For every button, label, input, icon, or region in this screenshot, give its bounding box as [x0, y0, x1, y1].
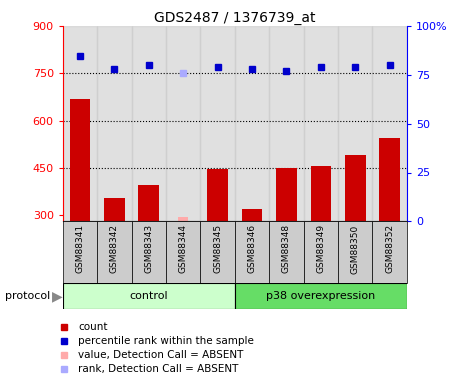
- Bar: [166, 221, 200, 283]
- Bar: [372, 26, 407, 221]
- Bar: [97, 26, 132, 221]
- Bar: [311, 166, 331, 221]
- Text: GSM88349: GSM88349: [316, 224, 326, 273]
- Bar: [276, 168, 297, 221]
- Text: GSM88346: GSM88346: [247, 224, 257, 273]
- Text: value, Detection Call = ABSENT: value, Detection Call = ABSENT: [78, 350, 244, 360]
- Bar: [379, 138, 400, 221]
- Bar: [338, 26, 372, 221]
- Bar: [200, 26, 235, 221]
- Text: GSM88344: GSM88344: [179, 224, 188, 273]
- Bar: [97, 221, 132, 283]
- Text: GSM88342: GSM88342: [110, 224, 119, 273]
- Bar: [235, 26, 269, 221]
- Bar: [345, 155, 365, 221]
- Text: percentile rank within the sample: percentile rank within the sample: [78, 336, 254, 346]
- Bar: [63, 221, 97, 283]
- Bar: [372, 221, 407, 283]
- Text: GSM88343: GSM88343: [144, 224, 153, 273]
- Bar: [235, 221, 269, 283]
- Bar: [207, 170, 228, 221]
- Text: count: count: [78, 322, 108, 332]
- Bar: [104, 198, 125, 221]
- Text: GSM88352: GSM88352: [385, 224, 394, 273]
- Bar: [178, 216, 188, 221]
- Bar: [242, 209, 262, 221]
- Bar: [63, 26, 97, 221]
- Bar: [304, 221, 338, 283]
- Bar: [304, 26, 338, 221]
- Bar: [139, 185, 159, 221]
- Bar: [63, 283, 235, 309]
- Text: GSM88348: GSM88348: [282, 224, 291, 273]
- Bar: [70, 99, 90, 221]
- Bar: [338, 221, 372, 283]
- Bar: [132, 221, 166, 283]
- Bar: [269, 26, 304, 221]
- Text: control: control: [129, 291, 168, 301]
- Text: GSM88345: GSM88345: [213, 224, 222, 273]
- Bar: [235, 283, 407, 309]
- Bar: [132, 26, 166, 221]
- Text: p38 overexpression: p38 overexpression: [266, 291, 375, 301]
- Title: GDS2487 / 1376739_at: GDS2487 / 1376739_at: [154, 11, 316, 25]
- Text: ▶: ▶: [52, 289, 63, 303]
- Text: GSM88350: GSM88350: [351, 224, 360, 274]
- Text: GSM88341: GSM88341: [75, 224, 85, 273]
- Bar: [269, 221, 304, 283]
- Text: rank, Detection Call = ABSENT: rank, Detection Call = ABSENT: [78, 364, 239, 374]
- Text: protocol: protocol: [5, 291, 50, 301]
- Bar: [166, 26, 200, 221]
- Bar: [200, 221, 235, 283]
